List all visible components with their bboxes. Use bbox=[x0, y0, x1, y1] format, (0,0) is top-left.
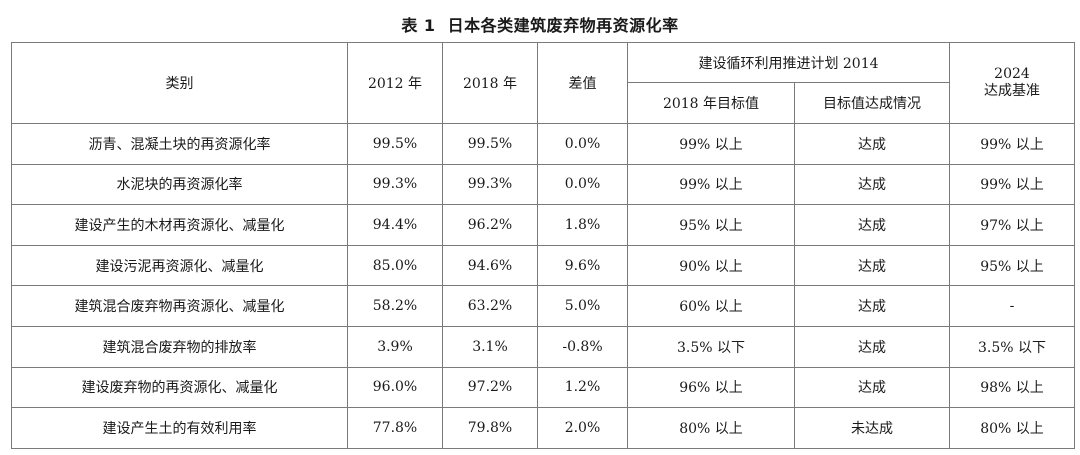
cell-target-status: 达成 bbox=[794, 123, 950, 165]
cell-2012: 77.8% bbox=[347, 407, 443, 449]
header-target-status: 目标值达成情况 bbox=[794, 82, 950, 124]
cell-2012: 3.9% bbox=[347, 325, 443, 368]
header-difference: 差值 bbox=[537, 42, 628, 124]
header-2012: 2012 年 bbox=[347, 42, 443, 124]
header-2018-target: 2018 年目标值 bbox=[627, 82, 795, 124]
cell-2012: 94.4% bbox=[347, 204, 443, 246]
header-2024-standard: 2024 达成基准 bbox=[949, 42, 1075, 124]
cell-difference: 2.0% bbox=[537, 407, 628, 449]
cell-category: 建设产生的木材再资源化、减量化 bbox=[11, 204, 348, 246]
table-header: 类别 2012 年 2018 年 差值 建设循环利用推进计划 2014 2024… bbox=[11, 42, 1075, 124]
cell-2012: 58.2% bbox=[347, 285, 443, 327]
cell-2018-target: 90% 以上 bbox=[627, 244, 795, 287]
cell-category: 建筑混合废弃物的排放率 bbox=[11, 325, 348, 368]
cell-category: 建设污泥再资源化、减量化 bbox=[11, 244, 348, 287]
cell-2024-standard: 97% 以上 bbox=[949, 204, 1075, 246]
header-plan-2014: 建设循环利用推进计划 2014 bbox=[627, 42, 950, 83]
cell-2018-target: 3.5% 以下 bbox=[627, 325, 795, 368]
cell-difference: 5.0% bbox=[537, 285, 628, 327]
table-row: 建筑混合废弃物的排放率 3.9% 3.1% -0.8% 3.5% 以下 达成 3… bbox=[11, 325, 1075, 368]
table-caption-label: 表 bbox=[401, 16, 418, 35]
cell-2024-standard: - bbox=[949, 285, 1075, 327]
cell-2012: 99.5% bbox=[347, 123, 443, 165]
cell-2018: 99.3% bbox=[442, 163, 538, 206]
table-row: 建设废弃物的再资源化、减量化 96.0% 97.2% 1.2% 96% 以上 达… bbox=[11, 366, 1075, 409]
table-row: 沥青、混凝土块的再资源化率 99.5% 99.5% 0.0% 99% 以上 达成… bbox=[11, 123, 1075, 165]
cell-2018-target: 99% 以上 bbox=[627, 123, 795, 165]
cell-category: 建筑混合废弃物再资源化、减量化 bbox=[11, 285, 348, 327]
cell-category: 建设产生土的有效利用率 bbox=[11, 407, 348, 449]
table-row: 建设产生土的有效利用率 77.8% 79.8% 2.0% 80% 以上 未达成 … bbox=[11, 407, 1075, 449]
cell-difference: 0.0% bbox=[537, 163, 628, 206]
cell-2018: 94.6% bbox=[442, 244, 538, 287]
cell-2024-standard: 99% 以上 bbox=[949, 163, 1075, 206]
cell-2024-standard: 3.5% 以下 bbox=[949, 325, 1075, 368]
cell-2024-standard: 80% 以上 bbox=[949, 407, 1075, 449]
header-2018: 2018 年 bbox=[442, 42, 538, 124]
cell-category: 水泥块的再资源化率 bbox=[11, 163, 348, 206]
cell-2012: 85.0% bbox=[347, 244, 443, 287]
cell-target-status: 达成 bbox=[794, 204, 950, 246]
recycling-rate-table: 类别 2012 年 2018 年 差值 建设循环利用推进计划 2014 2024… bbox=[11, 42, 1075, 449]
cell-target-status: 达成 bbox=[794, 325, 950, 368]
cell-target-status: 达成 bbox=[794, 366, 950, 409]
cell-2018-target: 99% 以上 bbox=[627, 163, 795, 206]
table-row: 建筑混合废弃物再资源化、减量化 58.2% 63.2% 5.0% 60% 以上 … bbox=[11, 285, 1075, 327]
cell-2012: 96.0% bbox=[347, 366, 443, 409]
table-row: 建设产生的木材再资源化、减量化 94.4% 96.2% 1.8% 95% 以上 … bbox=[11, 204, 1075, 246]
cell-2018: 3.1% bbox=[442, 325, 538, 368]
header-2024-standard-label: 达成基准 bbox=[984, 83, 1040, 99]
cell-category: 建设废弃物的再资源化、减量化 bbox=[11, 366, 348, 409]
header-2024-standard-year: 2024 bbox=[994, 66, 1030, 82]
cell-2018-target: 96% 以上 bbox=[627, 366, 795, 409]
table-caption-text: 日本各类建筑废弃物再资源化率 bbox=[447, 16, 679, 35]
cell-target-status: 达成 bbox=[794, 244, 950, 287]
table-row: 建设污泥再资源化、减量化 85.0% 94.6% 9.6% 90% 以上 达成 … bbox=[11, 244, 1075, 287]
cell-target-status: 未达成 bbox=[794, 407, 950, 449]
cell-category: 沥青、混凝土块的再资源化率 bbox=[11, 123, 348, 165]
cell-2024-standard: 98% 以上 bbox=[949, 366, 1075, 409]
cell-difference: 0.0% bbox=[537, 123, 628, 165]
cell-difference: 1.8% bbox=[537, 204, 628, 246]
cell-difference: 9.6% bbox=[537, 244, 628, 287]
cell-target-status: 达成 bbox=[794, 163, 950, 206]
table-caption: 表 1 日本各类建筑废弃物再资源化率 bbox=[0, 12, 1080, 36]
table-caption-number: 1 bbox=[423, 16, 436, 35]
cell-2018: 97.2% bbox=[442, 366, 538, 409]
cell-2018: 96.2% bbox=[442, 204, 538, 246]
cell-2024-standard: 99% 以上 bbox=[949, 123, 1075, 165]
header-category: 类别 bbox=[11, 42, 348, 124]
table-row: 水泥块的再资源化率 99.3% 99.3% 0.0% 99% 以上 达成 99%… bbox=[11, 163, 1075, 206]
cell-2018: 79.8% bbox=[442, 407, 538, 449]
cell-2024-standard: 95% 以上 bbox=[949, 244, 1075, 287]
cell-difference: -0.8% bbox=[537, 325, 628, 368]
cell-target-status: 达成 bbox=[794, 285, 950, 327]
cell-2018-target: 95% 以上 bbox=[627, 204, 795, 246]
cell-2018-target: 80% 以上 bbox=[627, 407, 795, 449]
table-body: 沥青、混凝土块的再资源化率 99.5% 99.5% 0.0% 99% 以上 达成… bbox=[11, 123, 1075, 449]
cell-2018: 99.5% bbox=[442, 123, 538, 165]
cell-2018-target: 60% 以上 bbox=[627, 285, 795, 327]
cell-difference: 1.2% bbox=[537, 366, 628, 409]
cell-2012: 99.3% bbox=[347, 163, 443, 206]
cell-2018: 63.2% bbox=[442, 285, 538, 327]
